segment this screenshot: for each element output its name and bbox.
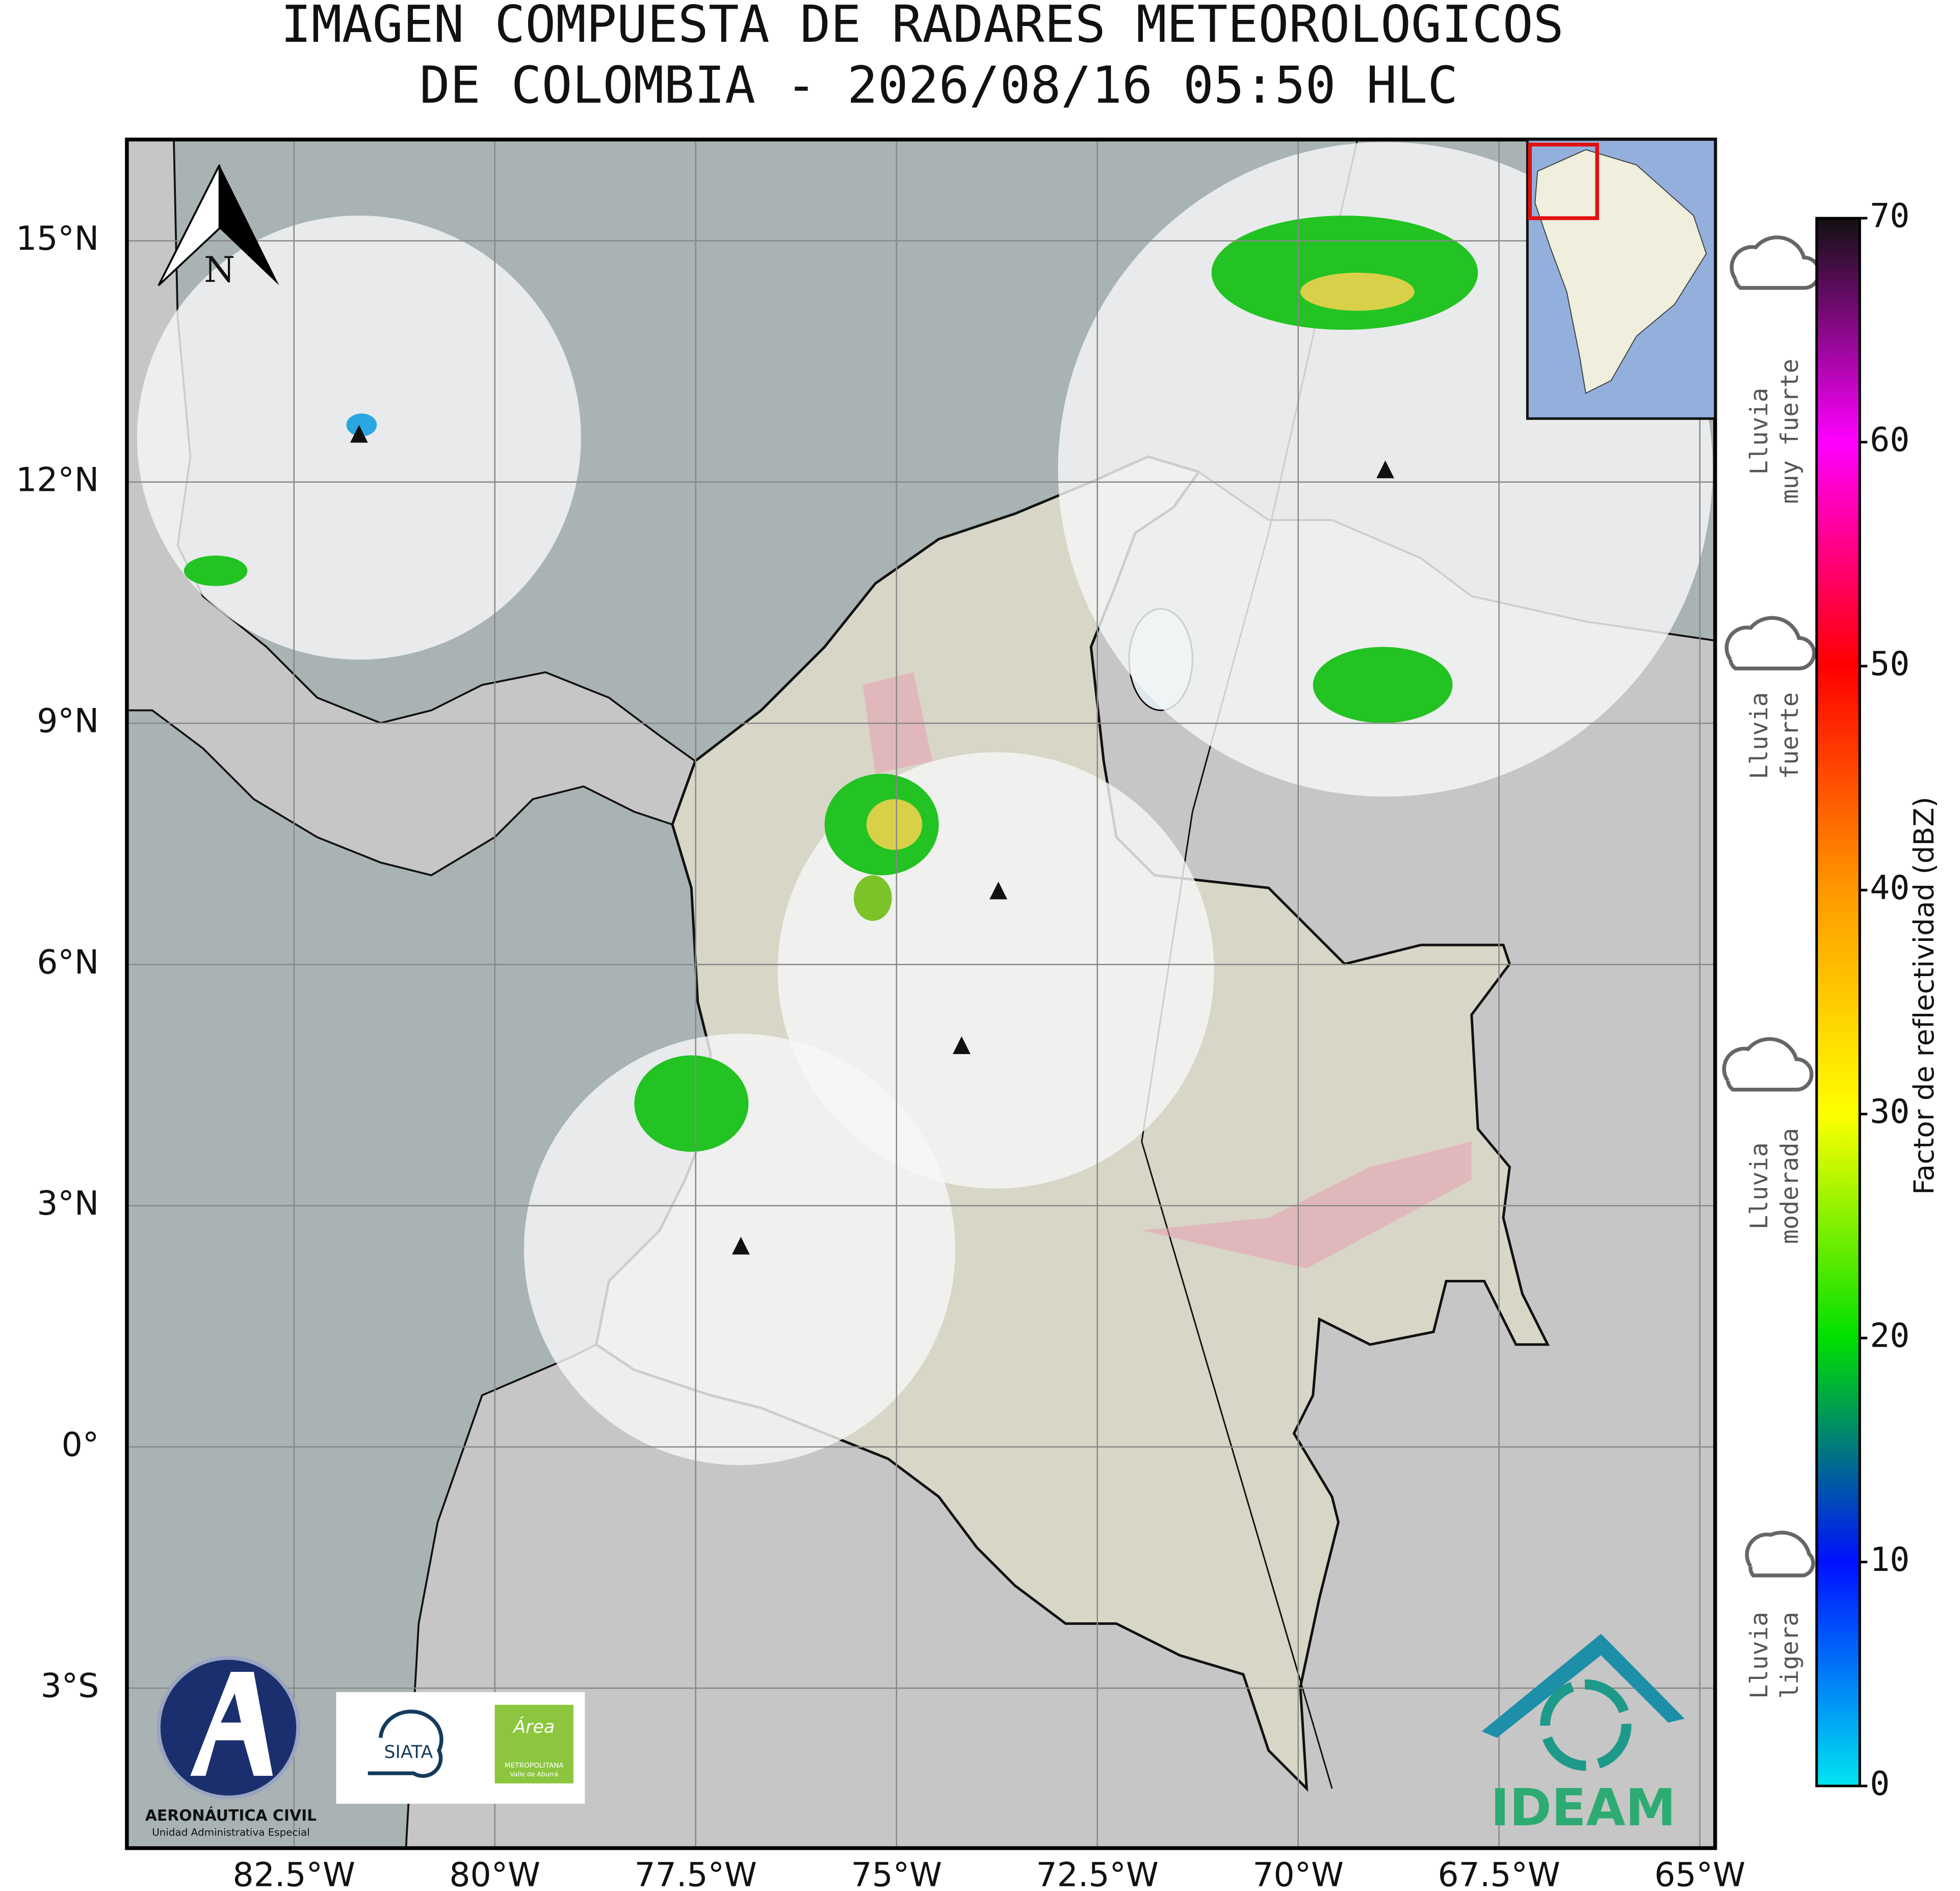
colorbar [1815, 217, 1861, 1788]
echo [1300, 273, 1415, 311]
lat-tick-label: 15°N [16, 220, 99, 258]
lat-tick-label: 12°N [16, 461, 99, 499]
map-frame [125, 138, 1717, 1850]
inset-land [1534, 149, 1707, 394]
rain-icons [1722, 235, 1821, 1578]
radar-sites [350, 425, 1395, 1255]
lat-tick-label: 3°N [37, 1185, 99, 1223]
logo-roof [1481, 1634, 1685, 1738]
logo-area [494, 1704, 573, 1783]
rain-category-label: fuerte [1776, 692, 1804, 779]
radar-site [731, 1237, 750, 1255]
colorbar-tick-label: 20 [1870, 1317, 1910, 1355]
rain-icon [1722, 1037, 1814, 1092]
rain-category-label: Lluvia [1745, 388, 1773, 475]
echo [853, 875, 892, 921]
radar-echoes [184, 216, 1478, 1152]
colorbar-tick-label: 40 [1870, 869, 1910, 907]
echo [866, 799, 923, 850]
title-line: IMAGEN COMPUESTA DE RADARES METEOROLOGIC… [281, 0, 1564, 54]
map [126, 139, 1715, 1848]
logo-text: METROPOLITANA [505, 1762, 564, 1770]
echo [634, 1055, 749, 1152]
lon-tick-label: 70°W [1252, 1856, 1344, 1891]
echo [346, 413, 377, 437]
logo-text: SIATA [384, 1742, 433, 1763]
north-label: N [204, 249, 235, 291]
colorbar-tick-label: 50 [1870, 645, 1910, 683]
north-arrow: N [158, 164, 279, 291]
graticule [126, 139, 1715, 1848]
rain-category-label: moderada [1776, 1128, 1804, 1244]
lon-tick-label: 67.5°W [1438, 1856, 1560, 1891]
colorbar-tick-label: 30 [1870, 1093, 1910, 1131]
arrow-half [219, 165, 279, 285]
inset-map [1526, 138, 1717, 420]
rain-category-label: Lluvia [1745, 692, 1773, 779]
logo-text: Unidad Administrativa Especial [152, 1827, 309, 1839]
logo-swirl [1540, 1679, 1632, 1771]
colorbar-tick-label: 10 [1870, 1541, 1910, 1579]
echo [1211, 216, 1478, 330]
lat-tick-label: 9°N [37, 702, 99, 741]
logo-aerocivil: AERONÁUTICA CIVIL Unidad Administrativa … [145, 1656, 317, 1839]
logo-ideam: IDEAM [1481, 1634, 1685, 1837]
logo-text: Valle de Aburrá [510, 1770, 558, 1778]
logo-text: AERONÁUTICA CIVIL [145, 1806, 317, 1825]
colorbar-label: Factor de reflectividad (dBZ) [1907, 797, 1940, 1195]
lat-tick-label: 0° [62, 1426, 99, 1464]
lon-tick-label: 72.5°W [1036, 1856, 1159, 1891]
rain-category-label: muy fuerte [1776, 359, 1804, 504]
logo-glyph [190, 1671, 273, 1776]
echo [184, 556, 248, 586]
rain-category-label: Lluvia [1745, 1142, 1773, 1229]
radar-site [1376, 460, 1395, 479]
rain-icon [1724, 616, 1816, 671]
logo-siata: SIATA Área METROPOLITANA Valle de Aburrá [336, 1692, 585, 1804]
title-line: DE COLOMBIA - 2026/08/16 05:50 HLC [420, 57, 1458, 115]
radar-site [350, 425, 368, 443]
radar-site [989, 881, 1008, 900]
logo-text: Área [512, 1716, 555, 1737]
lat-tick-label: 3°S [41, 1667, 99, 1705]
lon-tick-label: 77.5°W [635, 1856, 757, 1891]
colorbar-tick-label: 60 [1870, 421, 1910, 459]
rain-category-label: Lluvia [1745, 1612, 1773, 1699]
colorbar-tick-label: 0 [1870, 1765, 1890, 1803]
logo-cloud [368, 1710, 443, 1778]
rain-icon [1730, 235, 1821, 290]
radar-site [952, 1036, 971, 1055]
colorbar-tick-label: 70 [1870, 197, 1910, 235]
lon-tick-label: 82.5°W [233, 1856, 355, 1891]
echo [1313, 647, 1453, 723]
rain-icon [1745, 1531, 1815, 1578]
lon-tick-label: 80°W [449, 1856, 540, 1891]
inset-extent [1528, 142, 1599, 220]
lon-tick-label: 75°W [851, 1856, 942, 1891]
region-shade [1141, 1141, 1472, 1269]
rain-category-label: ligera [1776, 1612, 1804, 1699]
lat-tick-label: 6°N [37, 943, 99, 982]
logo-text: IDEAM [1491, 1779, 1676, 1837]
lon-tick-label: 65°W [1654, 1856, 1745, 1891]
